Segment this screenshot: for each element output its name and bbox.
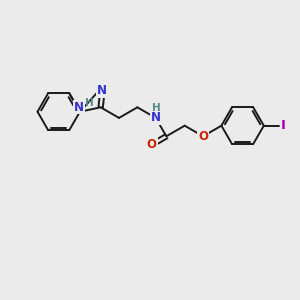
- Text: O: O: [147, 138, 157, 151]
- Text: H: H: [85, 98, 94, 108]
- Text: O: O: [198, 130, 208, 143]
- Text: I: I: [280, 119, 286, 132]
- Text: H: H: [152, 103, 161, 113]
- Text: N: N: [97, 84, 107, 98]
- Text: N: N: [151, 111, 161, 124]
- Text: N: N: [74, 100, 84, 113]
